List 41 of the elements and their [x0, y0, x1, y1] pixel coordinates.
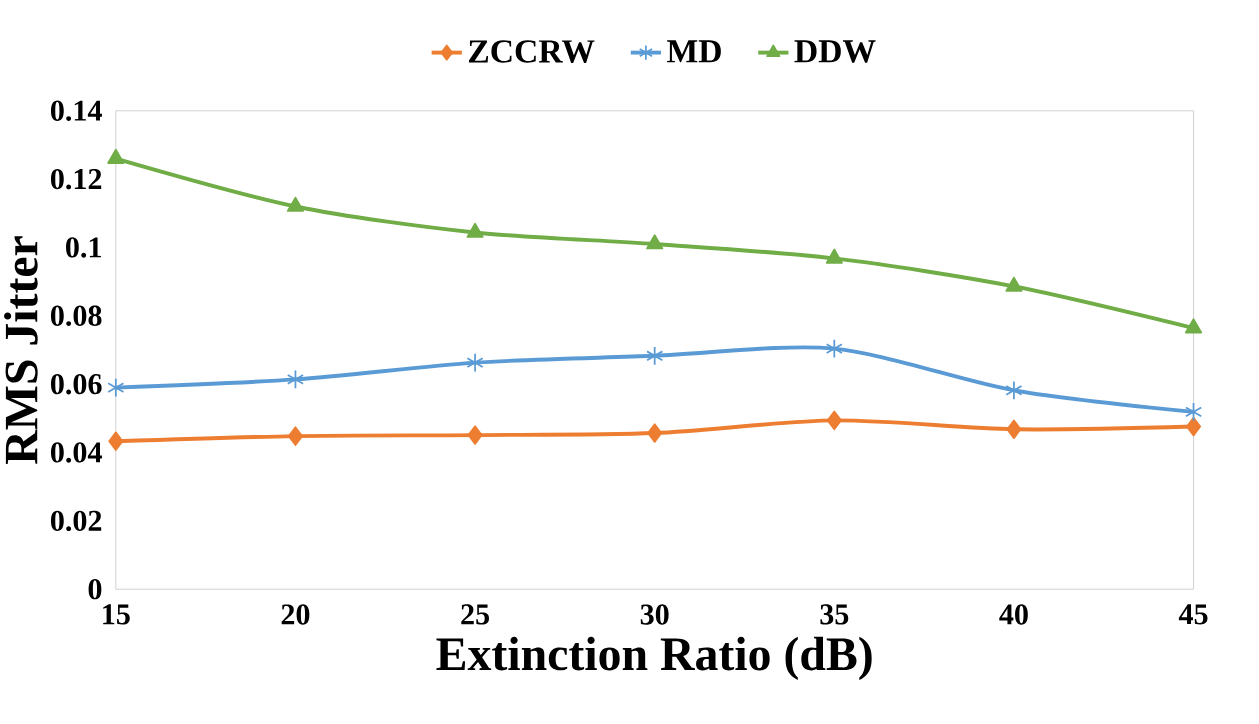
x-tick-label: 20 — [281, 604, 310, 625]
point — [466, 352, 484, 373]
point — [1005, 380, 1023, 400]
point — [107, 148, 125, 164]
point — [108, 431, 124, 451]
y-tick-label: 0.12 — [50, 168, 102, 190]
point — [646, 345, 664, 366]
point — [286, 196, 304, 212]
point — [1184, 318, 1203, 334]
x-tick-label: 35 — [820, 604, 849, 625]
x-tick-label: 25 — [461, 604, 489, 625]
point — [1186, 416, 1202, 437]
y-tick-label: 0.06 — [50, 373, 102, 395]
point — [286, 369, 304, 390]
legend-label: DDW — [794, 40, 876, 63]
point — [1005, 276, 1023, 292]
point — [107, 377, 125, 398]
point — [825, 248, 843, 264]
y-tick-label: 0 — [88, 578, 102, 600]
legend-label: MD — [667, 40, 721, 63]
y-tick-label: 0.04 — [50, 442, 102, 463]
y-axis-title: RMS Jitter — [4, 236, 38, 464]
y-tick-label: 0.02 — [50, 510, 102, 531]
x-tick-label: 45 — [1178, 604, 1208, 625]
point — [467, 425, 483, 445]
point — [646, 234, 664, 250]
y-tick-label: 0.1 — [66, 237, 101, 258]
point — [647, 423, 663, 443]
point — [287, 426, 303, 446]
x-tick-label: 15 — [103, 604, 130, 625]
point — [825, 338, 843, 359]
point — [826, 410, 842, 431]
point — [466, 222, 484, 238]
legend-label: ZCCRW — [468, 40, 595, 63]
point — [1006, 419, 1022, 439]
point — [1184, 402, 1203, 422]
x-axis-title: Extinction Ratio (dB) — [436, 636, 872, 681]
y-tick-label: 0.14 — [50, 100, 102, 121]
x-tick-label: 30 — [640, 604, 669, 625]
x-tick-label: 40 — [999, 604, 1028, 625]
y-tick-label: 0.08 — [50, 305, 102, 326]
